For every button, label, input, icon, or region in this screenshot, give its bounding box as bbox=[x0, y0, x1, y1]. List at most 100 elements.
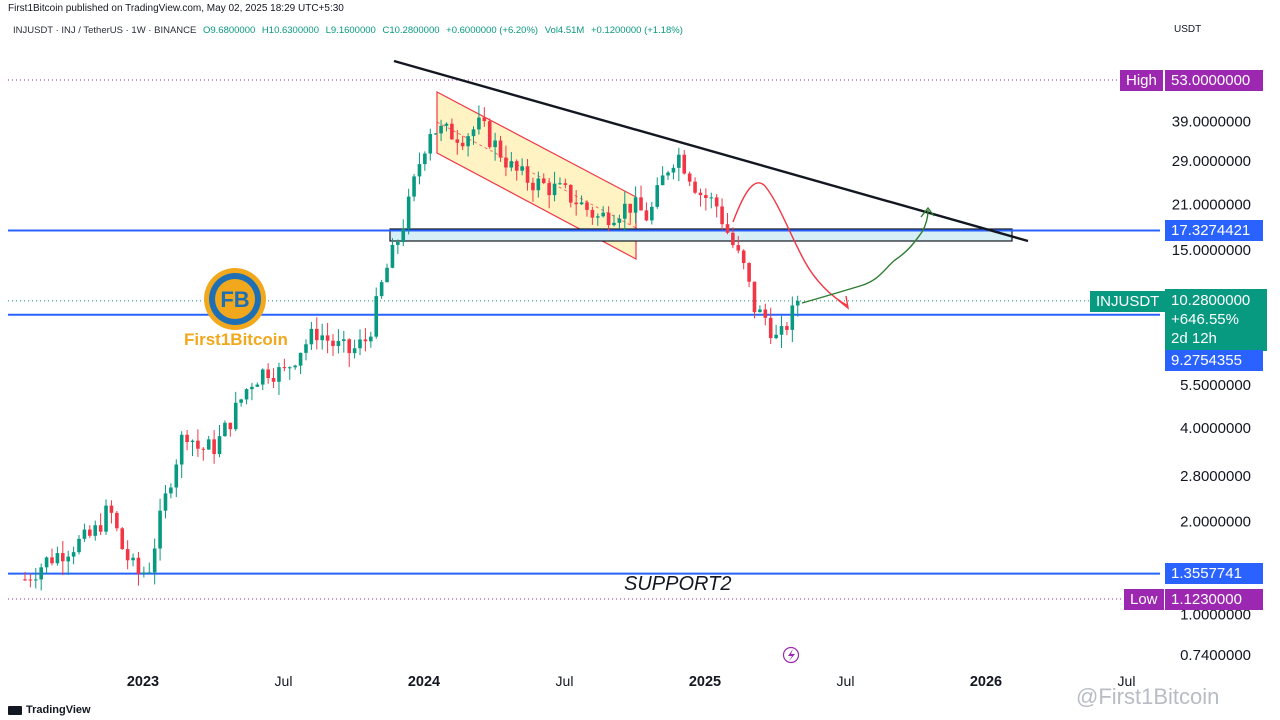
bearish-arrow-head bbox=[837, 295, 849, 310]
candle-body bbox=[747, 263, 751, 282]
symbol-name[interactable]: INJUSDT · INJ / TetherUS · 1W · BINANCE bbox=[13, 25, 197, 36]
tradingview-footer[interactable]: TradingView bbox=[8, 704, 91, 716]
candle-body bbox=[385, 267, 389, 283]
candle-body bbox=[82, 529, 87, 539]
candle-body bbox=[595, 216, 600, 218]
candle-body bbox=[460, 142, 465, 147]
candle bbox=[28, 573, 33, 588]
candle-body bbox=[142, 572, 146, 574]
candle bbox=[98, 513, 103, 535]
candle bbox=[260, 368, 265, 391]
low-tag-label: Low bbox=[1124, 589, 1164, 610]
high-tag-label: High bbox=[1120, 70, 1163, 91]
candle-body bbox=[23, 579, 27, 581]
candle-body bbox=[450, 123, 454, 140]
candle bbox=[228, 422, 233, 437]
candle bbox=[704, 188, 708, 211]
candle bbox=[55, 546, 60, 566]
candlesticks bbox=[23, 105, 800, 591]
price-tag-countdown: 2d 12h bbox=[1171, 330, 1217, 347]
candle bbox=[677, 147, 681, 182]
candle bbox=[666, 170, 670, 180]
volume-change: +0.1200000 (+1.18%) bbox=[590, 25, 683, 36]
projection-bullish-path bbox=[801, 209, 929, 304]
candle bbox=[639, 185, 643, 211]
candle-body bbox=[93, 525, 98, 536]
candle-body bbox=[331, 340, 335, 347]
candle-body bbox=[71, 552, 76, 557]
candle bbox=[342, 330, 346, 353]
candle-body bbox=[704, 195, 708, 198]
ohlc-change: +0.6000000 (+6.20%) bbox=[446, 25, 539, 36]
candle bbox=[266, 363, 270, 384]
flash-icon[interactable] bbox=[782, 646, 800, 664]
candle bbox=[401, 219, 406, 247]
price-axis[interactable]: 39.0000000 29.0000000 21.0000000 15.0000000… bbox=[1172, 113, 1251, 664]
candle-body bbox=[579, 202, 584, 205]
candle bbox=[244, 388, 249, 405]
y-tick-label: 21.0000000 bbox=[1172, 197, 1251, 214]
candle-body bbox=[433, 133, 438, 135]
x-tick-label: Jul bbox=[1118, 673, 1136, 689]
candle-body bbox=[223, 422, 227, 437]
candle-body bbox=[493, 140, 497, 148]
candle-body bbox=[136, 557, 141, 574]
candle-body bbox=[190, 440, 195, 443]
candle-body bbox=[293, 365, 297, 368]
currency-label[interactable]: USDT bbox=[1174, 24, 1202, 35]
candle bbox=[223, 420, 227, 437]
candle bbox=[779, 315, 784, 348]
candle-body bbox=[671, 167, 676, 173]
descending-trendline[interactable] bbox=[393, 59, 1029, 243]
candle bbox=[493, 132, 497, 161]
candle-body bbox=[352, 348, 357, 354]
candle-body bbox=[779, 326, 784, 335]
candle-body bbox=[677, 154, 681, 168]
candle bbox=[120, 527, 125, 550]
candle bbox=[61, 540, 65, 576]
candle-body bbox=[320, 335, 324, 341]
candle bbox=[682, 150, 687, 175]
candle-body bbox=[336, 340, 341, 347]
support-level-tag: 1.3557741 bbox=[1165, 563, 1263, 584]
candle bbox=[612, 214, 616, 227]
y-tick-label: 15.0000000 bbox=[1172, 242, 1251, 259]
candle-body bbox=[590, 209, 595, 218]
candle-body bbox=[720, 206, 724, 225]
candle-body bbox=[158, 510, 162, 549]
resistance-zone[interactable] bbox=[389, 228, 1013, 242]
low-tag-value: 1.1230000 bbox=[1165, 589, 1263, 610]
candle-body bbox=[196, 440, 200, 449]
candle bbox=[325, 322, 330, 354]
time-axis[interactable]: 2023 Jul 2024 Jul 2025 Jul 2026 Jul bbox=[127, 673, 1136, 690]
candle-body bbox=[33, 579, 38, 581]
candle bbox=[466, 133, 470, 157]
x-tick-label: Jul bbox=[556, 673, 574, 689]
candle bbox=[255, 382, 260, 387]
candle bbox=[379, 279, 384, 299]
candle-body bbox=[498, 140, 503, 158]
descending-channel bbox=[436, 91, 637, 260]
tradingview-brand: TradingView bbox=[26, 704, 91, 716]
candle bbox=[450, 118, 454, 140]
candle bbox=[233, 391, 238, 432]
candle-body bbox=[120, 528, 125, 550]
ohlc-close: C10.2800000 bbox=[382, 25, 440, 36]
candle-body bbox=[628, 203, 633, 213]
candle-body bbox=[439, 125, 443, 134]
candle-body bbox=[660, 175, 665, 186]
candle-body bbox=[774, 334, 778, 339]
candle-body bbox=[709, 197, 714, 199]
y-tick-label: 1.0000000 bbox=[1180, 607, 1251, 624]
candle-body bbox=[574, 202, 578, 205]
candle-body bbox=[466, 136, 470, 147]
symbol-legend[interactable]: INJUSDT · INJ / TetherUS · 1W · BINANCE … bbox=[13, 25, 687, 36]
candle-body bbox=[639, 197, 643, 211]
candle bbox=[147, 562, 152, 575]
candle bbox=[709, 192, 714, 209]
candle bbox=[433, 133, 438, 135]
candle bbox=[212, 430, 216, 464]
volume-value: Vol4.51M bbox=[544, 25, 585, 36]
candle bbox=[185, 429, 189, 451]
